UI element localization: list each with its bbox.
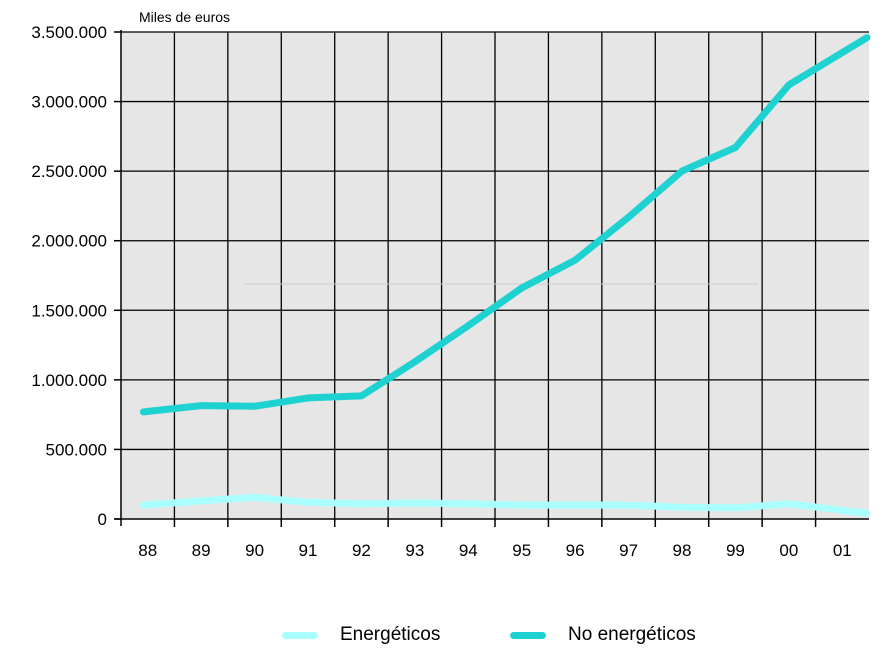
y-tick-label: 0 xyxy=(98,510,107,529)
x-tick-label: 91 xyxy=(299,541,318,560)
x-tick-label: 98 xyxy=(673,541,692,560)
x-tick-label: 96 xyxy=(566,541,585,560)
legend-item-energeticos: Energéticos xyxy=(282,622,440,648)
y-tick-label: 1.000.000 xyxy=(31,371,107,390)
x-tick-label: 95 xyxy=(512,541,531,560)
y-tick-label: 2.000.000 xyxy=(31,232,107,251)
legend-item-no-energeticos: No energéticos xyxy=(510,622,696,648)
x-tick-label: 92 xyxy=(352,541,371,560)
x-tick-label: 94 xyxy=(459,541,478,560)
legend-swatch-energeticos xyxy=(282,631,318,639)
legend-swatch-no-energeticos xyxy=(510,631,546,639)
legend-label-no-energeticos: No energéticos xyxy=(568,624,696,645)
x-tick-label: 93 xyxy=(405,541,424,560)
y-tick-label: 1.500.000 xyxy=(31,301,107,320)
x-tick-label: 01 xyxy=(833,541,852,560)
x-tick-label: 89 xyxy=(192,541,211,560)
y-tick-label: 3.000.000 xyxy=(31,93,107,112)
y-tick-label: 2.500.000 xyxy=(31,162,107,181)
x-tick-label: 97 xyxy=(619,541,638,560)
legend-label-energeticos: Energéticos xyxy=(340,624,441,645)
series-line-energeticos xyxy=(139,493,871,517)
series-line-no-energeticos xyxy=(139,34,871,416)
legend: Energéticos No energéticos xyxy=(0,622,887,648)
x-tick-label: 99 xyxy=(726,541,745,560)
y-tick-label: 3.500.000 xyxy=(31,23,107,42)
y-tick-label: 500.000 xyxy=(46,440,107,459)
x-tick-label: 88 xyxy=(138,541,157,560)
x-tick-label: 00 xyxy=(779,541,798,560)
x-tick-label: 90 xyxy=(245,541,264,560)
y-unit-label: Miles de euros xyxy=(139,9,230,25)
